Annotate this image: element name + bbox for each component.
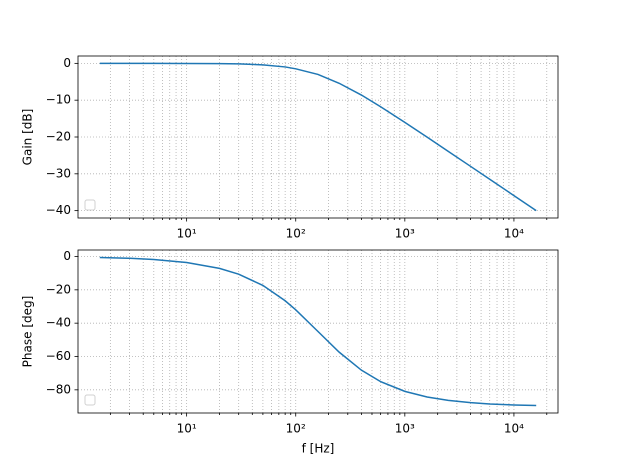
y-tick-label: −40 [46,316,71,330]
y-tick-label: −20 [46,130,71,144]
data-line [99,62,537,212]
x-tick-label: 10¹ [177,422,197,436]
y-tick-label: −60 [46,349,71,363]
x-tick-label: 10³ [395,227,415,241]
x-axis-label: f [Hz] [302,442,335,456]
y-tick-label: −20 [46,282,71,296]
x-tick-label: 10² [286,422,306,436]
y-axis-label: Phase [deg] [21,296,35,368]
x-tick-label: 10³ [395,422,415,436]
y-axis-label: Gain [dB] [21,109,35,166]
data-line [99,256,537,407]
plot-frame [77,249,559,414]
legend-box [84,199,96,211]
x-tick-label: 10² [286,227,306,241]
x-tick-label: 10⁴ [504,422,524,436]
y-tick-label: 0 [63,249,71,263]
x-tick-label: 10⁴ [504,227,524,241]
y-tick-label: −40 [46,203,71,217]
x-tick-label: 10¹ [177,227,197,241]
legend-box [84,394,96,406]
y-tick-label: −80 [46,382,71,396]
plot-frame [77,55,559,219]
y-tick-label: −30 [46,166,71,180]
y-tick-label: 0 [63,56,71,70]
y-tick-label: −10 [46,93,71,107]
